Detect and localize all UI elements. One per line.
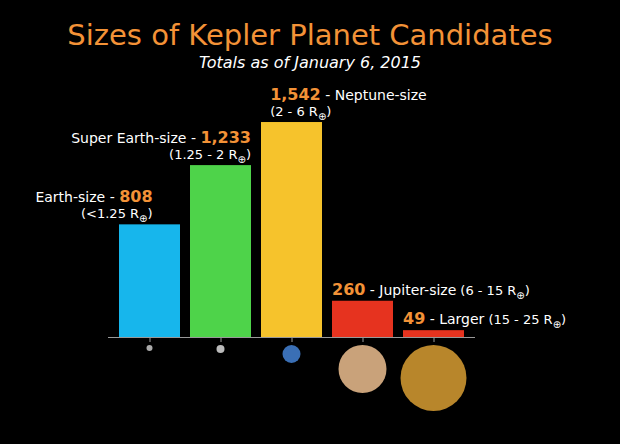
svg-text:(1.25 - 2 R⊕): (1.25 - 2 R⊕): [169, 147, 251, 165]
svg-text:Super Earth-size - 1,233: Super Earth-size - 1,233: [71, 128, 251, 147]
html-text:Totals as of January 6, 2015: Totals as of January 6, 2015: [199, 53, 421, 72]
svg-text:260 - Jupiter-size(6 - 15 R⊕): 260 - Jupiter-size(6 - 15 R⊕): [332, 280, 530, 301]
html-text:Sizes of Kepler Planet Candida: Sizes of Kepler Planet Candidates: [67, 18, 553, 52]
svg-text:1,542 - Neptune-size: 1,542 - Neptune-size: [270, 85, 427, 104]
svg-text:(2 - 6 R⊕): (2 - 6 R⊕): [270, 104, 331, 122]
svg-text:Earth-size - 808: Earth-size - 808: [35, 187, 152, 206]
svg-text:49 - Larger(15 - 25 R⊕): 49 - Larger(15 - 25 R⊕): [403, 309, 566, 330]
svg-text:(<1.25 R⊕): (<1.25 R⊕): [81, 206, 153, 224]
